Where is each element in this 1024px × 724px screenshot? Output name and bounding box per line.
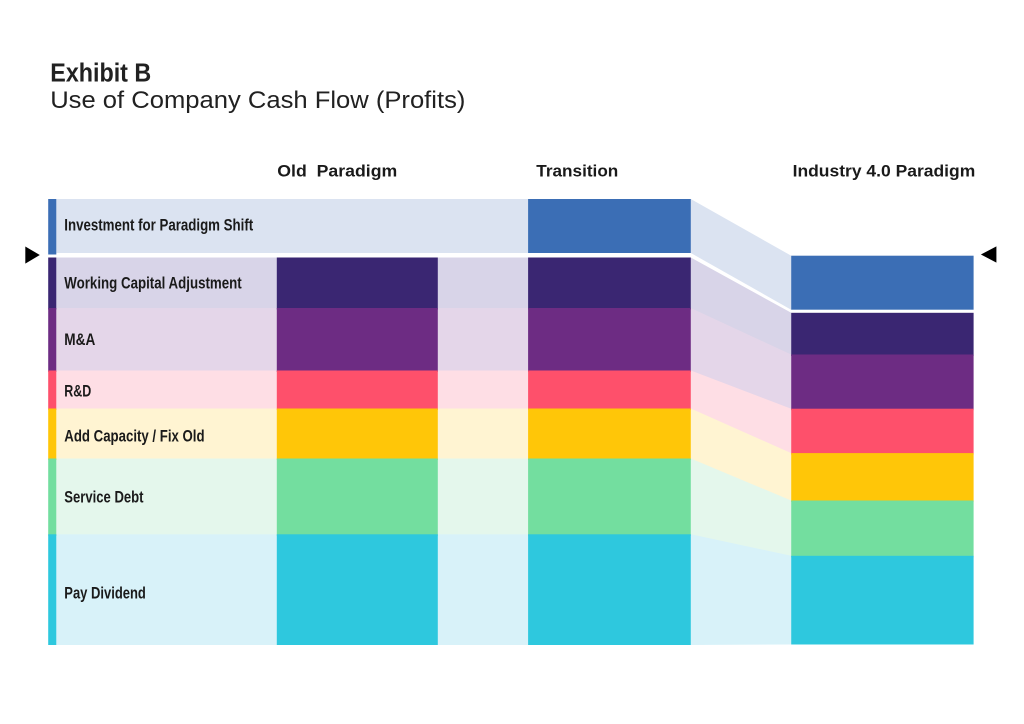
svg-text:Add Capacity / Fix Old: Add Capacity / Fix Old xyxy=(64,427,204,446)
svg-text:Transition: Transition xyxy=(536,162,618,181)
svg-text:Exhibit B: Exhibit B xyxy=(50,60,151,88)
svg-text:Working Capital Adjustment: Working Capital Adjustment xyxy=(64,274,241,293)
svg-text:Old Paradigm: Old Paradigm xyxy=(277,161,397,181)
svg-text:R&D: R&D xyxy=(64,383,91,401)
svg-text:Service Debt: Service Debt xyxy=(64,489,143,507)
svg-text:M&A: M&A xyxy=(64,331,95,350)
svg-text:Use of Company Cash Flow (Prof: Use of Company Cash Flow (Profits) xyxy=(50,88,465,114)
svg-text:Investment for Paradigm Shift: Investment for Paradigm Shift xyxy=(64,216,253,235)
svg-text:Industry 4.0 Paradigm: Industry 4.0 Paradigm xyxy=(793,161,976,181)
svg-text:Pay Dividend: Pay Dividend xyxy=(64,585,146,603)
